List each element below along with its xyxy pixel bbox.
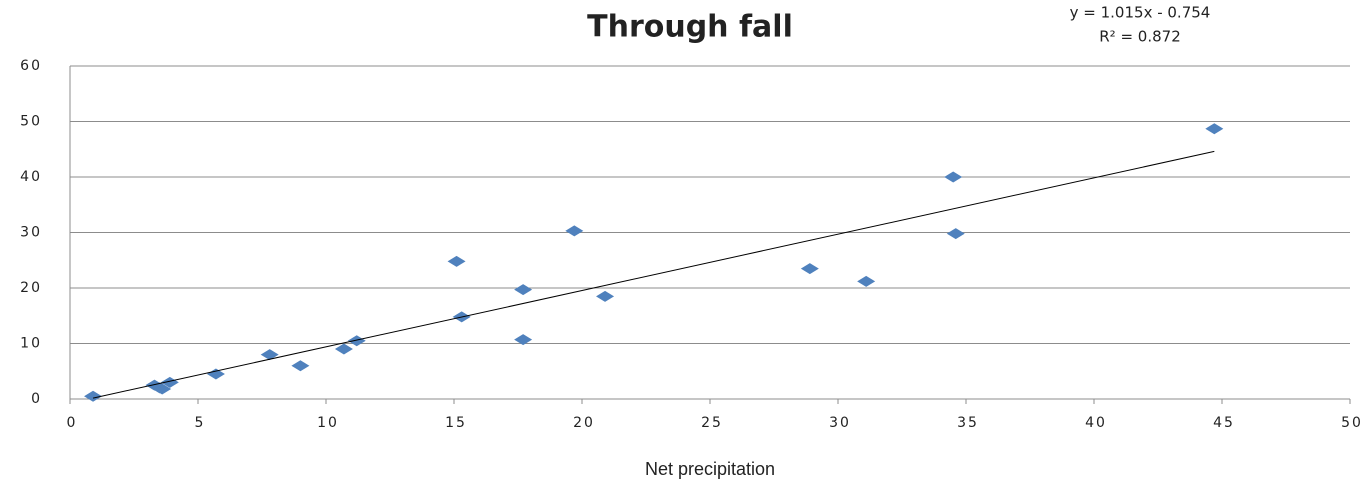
trend-r2: R² = 0.872 bbox=[1099, 28, 1180, 46]
x-tick-label: 30 bbox=[829, 415, 851, 431]
point bbox=[596, 290, 615, 302]
x-tick-label: 50 bbox=[1341, 415, 1363, 431]
x-tick-label: 25 bbox=[701, 415, 723, 431]
x-axis-label: Net precipitation bbox=[645, 459, 775, 479]
point bbox=[260, 349, 279, 361]
y-tick-label: 20 bbox=[20, 280, 42, 296]
point bbox=[334, 343, 353, 355]
x-tick-label: 0 bbox=[67, 415, 78, 431]
y-tick-label: 40 bbox=[20, 169, 42, 185]
x-tick-label: 15 bbox=[445, 415, 467, 431]
point bbox=[514, 284, 533, 296]
point bbox=[160, 376, 179, 388]
point bbox=[84, 390, 103, 402]
point bbox=[206, 368, 225, 380]
point bbox=[347, 335, 366, 347]
y-tick-label: 0 bbox=[31, 391, 42, 407]
point bbox=[800, 263, 819, 275]
point bbox=[514, 334, 533, 346]
point bbox=[565, 225, 584, 237]
point bbox=[153, 383, 172, 395]
x-tick-label: 35 bbox=[957, 415, 979, 431]
point bbox=[1205, 123, 1224, 135]
y-tick-label: 30 bbox=[20, 225, 42, 241]
trend-equation: y = 1.015x - 0.754 bbox=[1070, 4, 1211, 22]
point bbox=[857, 275, 876, 287]
y-tick-label: 10 bbox=[20, 336, 42, 352]
point bbox=[291, 360, 310, 372]
x-tick-label: 45 bbox=[1213, 415, 1235, 431]
point bbox=[447, 255, 466, 267]
x-tick-label: 5 bbox=[195, 415, 206, 431]
chart-title: Through fall bbox=[587, 10, 793, 45]
point bbox=[944, 171, 963, 183]
y-tick-label: 60 bbox=[20, 58, 42, 74]
y-tick-label: 50 bbox=[20, 114, 42, 130]
x-tick-label: 10 bbox=[317, 415, 339, 431]
trendline bbox=[92, 150, 1215, 399]
x-tick-label: 20 bbox=[573, 415, 595, 431]
x-tick-label: 40 bbox=[1085, 415, 1107, 431]
point bbox=[946, 228, 965, 240]
